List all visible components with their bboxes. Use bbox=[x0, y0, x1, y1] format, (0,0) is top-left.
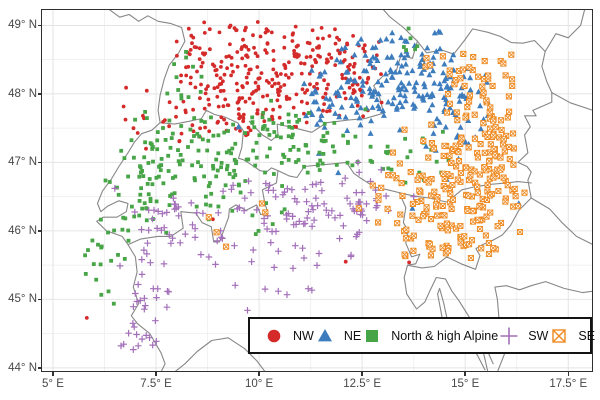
y-tick-label: 47° N bbox=[8, 156, 37, 169]
y-tick-label: 49° N bbox=[8, 19, 37, 32]
y-tick-label: 45° N bbox=[8, 293, 37, 306]
series-se bbox=[205, 50, 528, 262]
y-tick-mark bbox=[37, 230, 41, 232]
se-square-cross-icon bbox=[552, 328, 567, 343]
north-high-alpine-square-icon bbox=[366, 329, 379, 342]
x-tick-mark bbox=[567, 372, 569, 376]
y-tick-mark bbox=[37, 161, 41, 164]
y-tick-mark bbox=[37, 24, 41, 27]
y-tick-mark bbox=[37, 367, 41, 369]
sw-plus-icon bbox=[500, 327, 518, 344]
legend-label: NE bbox=[343, 328, 362, 343]
ne-triangle-icon bbox=[317, 328, 332, 341]
x-tick-mark bbox=[258, 372, 260, 376]
legend-item-north-high-alpine: North & high Alpine bbox=[361, 325, 498, 347]
map-panel bbox=[41, 9, 593, 372]
nw-circle-icon bbox=[267, 329, 281, 342]
legend-label: SE bbox=[578, 328, 596, 343]
y-tick-label: 48° N bbox=[8, 87, 37, 100]
series-sw bbox=[111, 159, 417, 353]
y-tick-mark bbox=[37, 298, 41, 301]
legend-item-ne: NE bbox=[314, 325, 361, 347]
legend-label: NW bbox=[293, 328, 314, 343]
series-north-high-alpine bbox=[83, 26, 451, 306]
legend-label: North & high Alpine bbox=[391, 328, 499, 343]
x-tick-label: 10° E bbox=[244, 378, 274, 390]
legend-item-se: SE bbox=[548, 325, 595, 347]
map-canvas bbox=[42, 10, 592, 371]
x-tick-label: 17.5° E bbox=[549, 378, 588, 390]
x-tick-label: 5° E bbox=[42, 378, 64, 390]
x-tick-label: 7.5° E bbox=[140, 378, 172, 390]
legend-item-sw: SW bbox=[498, 325, 548, 347]
y-tick-label: 46° N bbox=[8, 224, 37, 237]
x-tick-mark bbox=[464, 372, 466, 376]
x-tick-mark bbox=[361, 372, 363, 376]
y-tick-mark bbox=[37, 93, 41, 95]
x-tick-label: 12.5° E bbox=[343, 378, 382, 390]
x-tick-mark bbox=[155, 372, 157, 376]
legend-item-nw: NW bbox=[263, 325, 314, 347]
series-ne bbox=[235, 28, 522, 211]
y-tick-label: 44° N bbox=[8, 361, 37, 374]
series-nw bbox=[84, 20, 416, 320]
x-tick-mark bbox=[52, 372, 54, 376]
legend-label: SW bbox=[528, 328, 549, 343]
legend: NW NE North & high Alpine SW SE bbox=[248, 317, 595, 354]
x-tick-label: 15° E bbox=[451, 378, 480, 390]
